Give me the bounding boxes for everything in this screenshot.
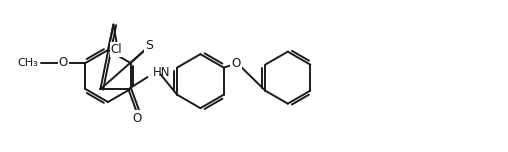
Text: S: S xyxy=(145,39,153,52)
Text: O: O xyxy=(133,112,142,125)
Text: Cl: Cl xyxy=(111,43,122,56)
Text: CH₃: CH₃ xyxy=(18,58,39,68)
Text: HN: HN xyxy=(152,66,170,79)
Text: O: O xyxy=(231,57,240,70)
Text: O: O xyxy=(59,57,68,69)
